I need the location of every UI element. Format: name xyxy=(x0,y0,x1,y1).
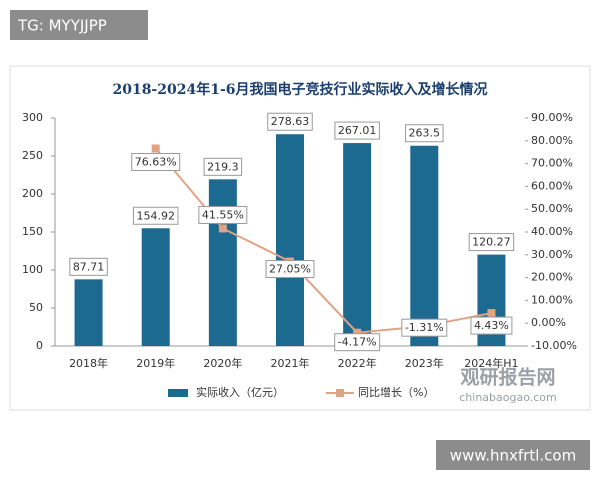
line-marker xyxy=(218,224,227,233)
y-tick-label: 150 xyxy=(22,225,43,238)
bar xyxy=(74,279,103,346)
line-marker xyxy=(487,309,496,318)
data-label-box xyxy=(203,157,243,176)
data-label: 27.05% xyxy=(269,263,311,276)
data-label: 87.71 xyxy=(73,260,105,273)
y2-tick-label: 30.00% xyxy=(531,248,573,261)
data-label: 41.55% xyxy=(202,208,244,221)
data-label: -1.31% xyxy=(405,321,444,334)
bar xyxy=(343,143,372,346)
data-label-box xyxy=(267,112,313,131)
chart-title: 2018-2024年1-6月我国电子竞技行业实际收入及增长情况 xyxy=(112,81,487,98)
y-tick-label: 0 xyxy=(36,339,43,352)
y2-tick-label: 90.00% xyxy=(531,111,573,124)
footer: www.hnxfrtl.com xyxy=(450,447,576,465)
y2-tick-label: 10.00% xyxy=(531,293,573,306)
y2-tick-label: 0.00% xyxy=(531,316,566,329)
y-tick-label: 300 xyxy=(22,111,43,124)
y2-tick-label: 20.00% xyxy=(531,271,573,284)
data-label: 4.43% xyxy=(474,319,509,332)
data-label-box xyxy=(334,121,380,140)
data-label-box xyxy=(198,205,248,224)
y2-tick-label: 70.00% xyxy=(531,157,573,170)
data-label-box xyxy=(131,152,181,171)
watermark-site: chinabaogao.com xyxy=(459,391,557,404)
legend-label: 同比增长（%） xyxy=(358,385,434,399)
data-label-box xyxy=(470,316,513,335)
x-tick-label: 2019年 xyxy=(136,356,175,370)
data-label-box xyxy=(132,206,179,225)
data-label-box xyxy=(405,124,444,143)
bar xyxy=(141,228,170,346)
legend-label: 实际收入（亿元） xyxy=(196,385,284,399)
data-label-box xyxy=(265,260,315,279)
y2-tick-label: 60.00% xyxy=(531,179,573,192)
y-tick-label: 250 xyxy=(22,149,43,162)
y-tick-label: 100 xyxy=(22,263,43,276)
bar xyxy=(410,145,439,346)
x-tick-label: 2024年H1 xyxy=(464,356,518,370)
data-label-box xyxy=(334,333,381,352)
x-tick-label: 2022年 xyxy=(338,356,377,370)
line-marker xyxy=(353,328,362,337)
bar xyxy=(276,134,304,346)
y2-tick-label: 40.00% xyxy=(531,225,573,238)
y-tick-label: 200 xyxy=(22,187,43,200)
legend-marker xyxy=(336,389,344,397)
watermark-brand: 观研报告网 xyxy=(460,366,555,389)
tag: TG: MYYJJPP xyxy=(17,17,107,35)
tag-box xyxy=(10,10,148,40)
x-tick-label: 2021年 xyxy=(271,356,310,370)
x-tick-label: 2018年 xyxy=(69,356,108,370)
y2-tick-label: 80.00% xyxy=(531,134,573,147)
data-label: 267.01 xyxy=(338,124,377,137)
data-label: -4.17% xyxy=(338,336,377,349)
x-tick-label: 2020年 xyxy=(203,356,242,370)
y2-tick-label: -10.00% xyxy=(531,339,577,352)
data-label: 120.27 xyxy=(472,236,511,249)
y-tick-label: 50 xyxy=(29,301,43,314)
bar xyxy=(208,179,237,346)
data-label: 76.63% xyxy=(135,155,177,168)
data-label: 278.63 xyxy=(271,115,310,128)
legend-swatch xyxy=(168,389,188,397)
x-tick-label: 2023年 xyxy=(405,356,444,370)
data-label: 263.5 xyxy=(409,127,441,140)
data-label-box xyxy=(468,233,515,252)
data-label: 219.3 xyxy=(207,160,239,173)
line-marker xyxy=(151,144,160,153)
y2-tick-label: 50.00% xyxy=(531,202,573,215)
data-label: 154.92 xyxy=(136,209,175,222)
data-label-box xyxy=(69,257,108,276)
footer-box xyxy=(436,440,590,470)
data-label-box xyxy=(401,318,448,337)
